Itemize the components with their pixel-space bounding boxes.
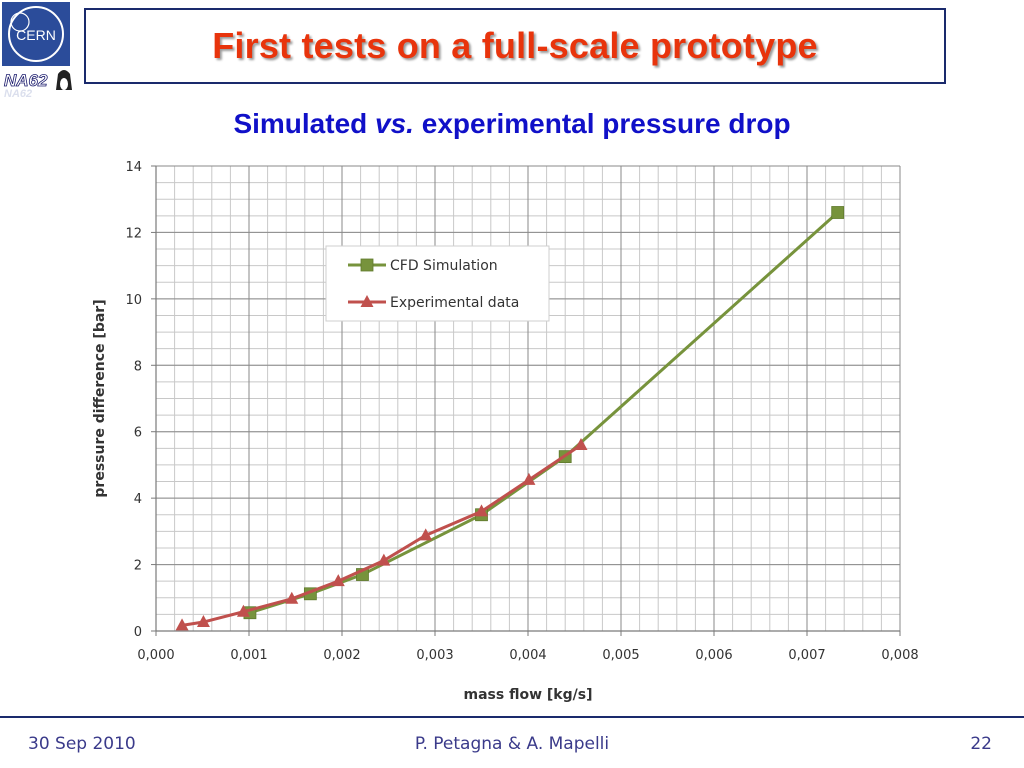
page-title: First tests on a full-scale prototype [212,25,818,66]
experimental-data-point [285,591,299,604]
legend-marker-cfd [360,258,374,272]
na62-logo-text: NA62 [4,71,48,90]
experimental-data-point [377,553,391,566]
experimental-data-point [175,618,189,631]
legend-box [325,245,550,322]
chart-grid [155,165,901,632]
chart-axes [151,165,901,636]
y-tick-label: 2 [134,559,142,574]
y-axis-label: pressure difference [bar] [92,299,108,497]
penguin-belly-icon [60,78,68,90]
x-tick-label: 0,001 [230,648,267,663]
title-frame: First tests on a full-scale prototype [84,8,946,84]
cern-logo-background [2,2,70,66]
x-tick-label: 0,000 [137,648,174,663]
cern-na62-logo: CERN NA62 NA62 [0,0,76,100]
legend-marker-experimental [360,295,374,307]
legend-label-cfd: CFD Simulation [390,258,498,274]
experimental-data-point [196,615,210,628]
footer: 30 Sep 2010 P. Petagna & A. Mapelli 22 [0,716,1024,768]
y-tick-label: 10 [125,293,142,308]
experimental-data-point [475,504,488,517]
y-tick-label: 4 [134,492,142,507]
footer-page-number: 22 [970,734,992,754]
pressure-drop-chart: 0,000 0,001 0,002 0,003 0,004 0,005 0,006 0,007… [92,160,919,703]
x-tick-label: 0,002 [323,648,360,663]
footer-authors: P. Petagna & A. Mapelli [414,734,610,754]
experimental-data-point [331,574,345,587]
x-tick-label: 0,005 [602,648,639,663]
na62-logo-reflection: NA62 [4,88,32,100]
cern-logo-text: CERN [16,27,56,43]
y-tick-label: 14 [125,160,142,175]
chart-legend: CFD Simulation Experimental data [325,245,550,322]
experimental-data-point [522,472,536,485]
y-tick-label: 8 [134,359,142,374]
cfd-data-point [831,206,845,219]
y-tick-label: 0 [134,625,142,640]
x-axis-label: mass flow [kg/s] [464,687,593,703]
cern-small-ring-icon [10,12,30,32]
y-tick-label: 12 [125,226,142,241]
footer-date: 30 Sep 2010 [28,734,136,754]
series-line-experimental [181,443,582,627]
subtitle-part-vs: vs. [375,108,414,139]
subtitle-part-experimental: experimental pressure drop [413,108,791,139]
experimental-data-point [236,604,250,617]
experimental-data-point [419,528,433,541]
x-tick-label: 0,003 [416,648,453,663]
subtitle-part-simulated: Simulated [233,108,376,139]
chart-series [175,206,845,631]
x-tick-label: 0,004 [509,648,546,663]
y-tick-label: 6 [134,426,142,441]
experimental-data-point [574,438,588,450]
chart-tick-labels: 0,000 0,001 0,002 0,003 0,004 0,005 0,006 0,007… [125,160,918,663]
x-tick-label: 0,008 [881,648,918,663]
cern-ring-icon [8,6,64,62]
x-tick-label: 0,006 [695,648,732,663]
chart-subtitle: Simulated vs. experimental pressure drop [0,108,1024,140]
legend-label-experimental: Experimental data [390,295,519,311]
x-tick-label: 0,007 [788,648,825,663]
